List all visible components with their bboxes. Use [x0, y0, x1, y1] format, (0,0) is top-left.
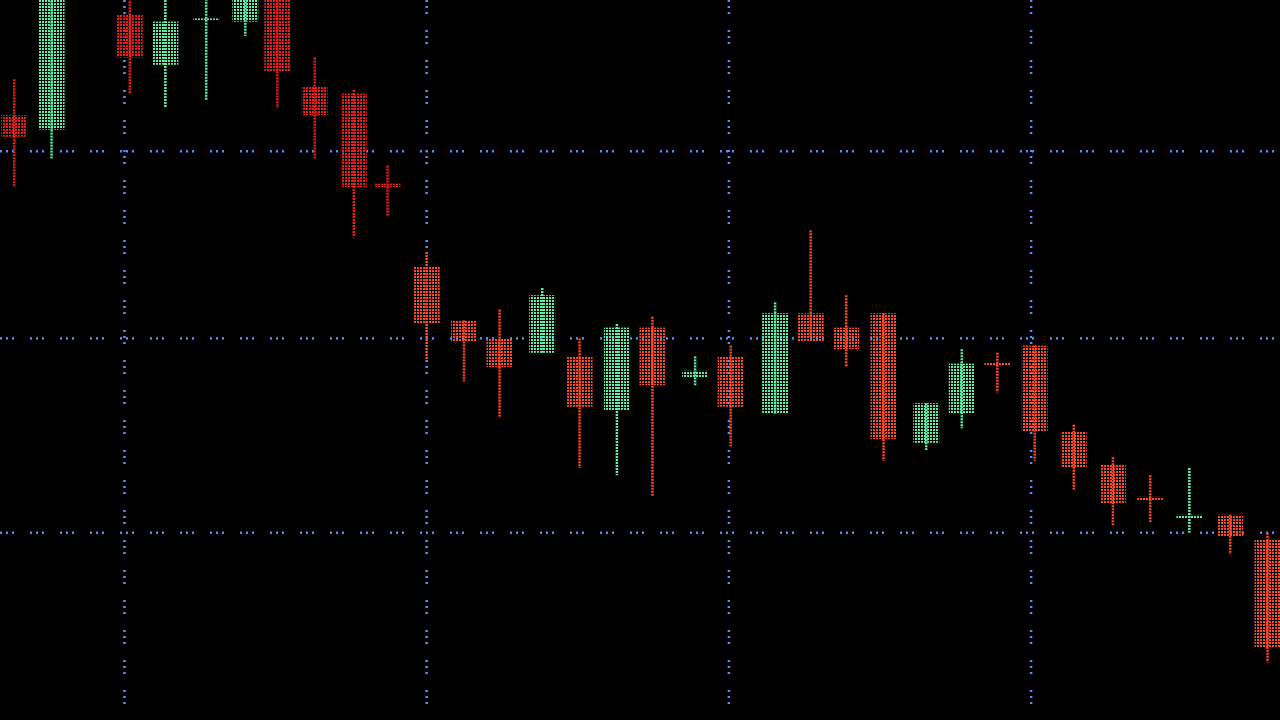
candle-13 — [529, 288, 556, 353]
candle-8 — [340, 90, 367, 238]
candle-23 — [913, 403, 940, 450]
candle-body — [797, 313, 824, 342]
candle-15 — [603, 324, 630, 476]
candle-21 — [833, 295, 860, 368]
candle-22 — [870, 313, 897, 461]
candle-body — [639, 327, 666, 386]
candle-28 — [1099, 457, 1126, 526]
candle-24 — [948, 349, 975, 429]
candles — [1, 0, 1280, 663]
candle-16 — [639, 316, 666, 497]
candle-body — [1176, 514, 1203, 519]
candle-10 — [413, 252, 440, 360]
candle-body — [603, 327, 630, 411]
candle-2 — [116, 0, 143, 94]
candle-6 — [264, 0, 291, 108]
candle-body — [984, 362, 1011, 366]
candle-body — [566, 356, 593, 407]
candle-12 — [486, 309, 513, 418]
candle-body — [682, 370, 709, 378]
candle-4 — [193, 0, 220, 101]
candle-body — [833, 327, 860, 350]
candle-18 — [717, 345, 744, 447]
candle-body — [264, 0, 291, 73]
candle-body — [38, 0, 65, 130]
candle-body — [1060, 432, 1087, 468]
candle-body — [1137, 496, 1164, 501]
candle-body — [529, 295, 556, 353]
candle-body — [870, 313, 897, 440]
candle-body — [1099, 464, 1126, 504]
candle-body — [232, 0, 259, 22]
candle-body — [116, 14, 143, 58]
candle-17 — [682, 356, 709, 386]
candle-5 — [232, 0, 259, 36]
candle-body — [948, 363, 975, 414]
candle-body — [152, 21, 179, 65]
candle-3 — [152, 0, 179, 108]
candle-14 — [566, 338, 593, 468]
candle-20 — [797, 230, 824, 342]
candle-body — [762, 313, 789, 414]
candle-body — [301, 86, 328, 116]
candle-27 — [1060, 424, 1087, 490]
candle-32 — [1254, 532, 1280, 663]
candle-body — [913, 403, 940, 443]
candle-body — [1217, 514, 1244, 537]
candle-body — [1254, 540, 1280, 648]
candle-30 — [1176, 468, 1203, 533]
candle-11 — [451, 320, 477, 382]
candle-body — [486, 338, 513, 368]
candle-7 — [301, 57, 328, 159]
candle-body — [413, 266, 440, 324]
candle-1 — [38, 0, 65, 159]
candle-29 — [1137, 475, 1164, 522]
candle-9 — [374, 165, 401, 216]
candle-31 — [1217, 514, 1244, 555]
candle-body — [193, 18, 220, 21]
candle-19 — [762, 302, 789, 414]
candle-body — [340, 93, 367, 188]
candle-body — [717, 356, 744, 407]
candle-body — [374, 183, 401, 188]
candle-body — [1, 115, 28, 137]
candle-0 — [1, 79, 28, 188]
candle-25 — [984, 352, 1011, 393]
candle-body — [1021, 345, 1048, 432]
candle-body — [451, 320, 477, 342]
candle-26 — [1021, 345, 1048, 461]
